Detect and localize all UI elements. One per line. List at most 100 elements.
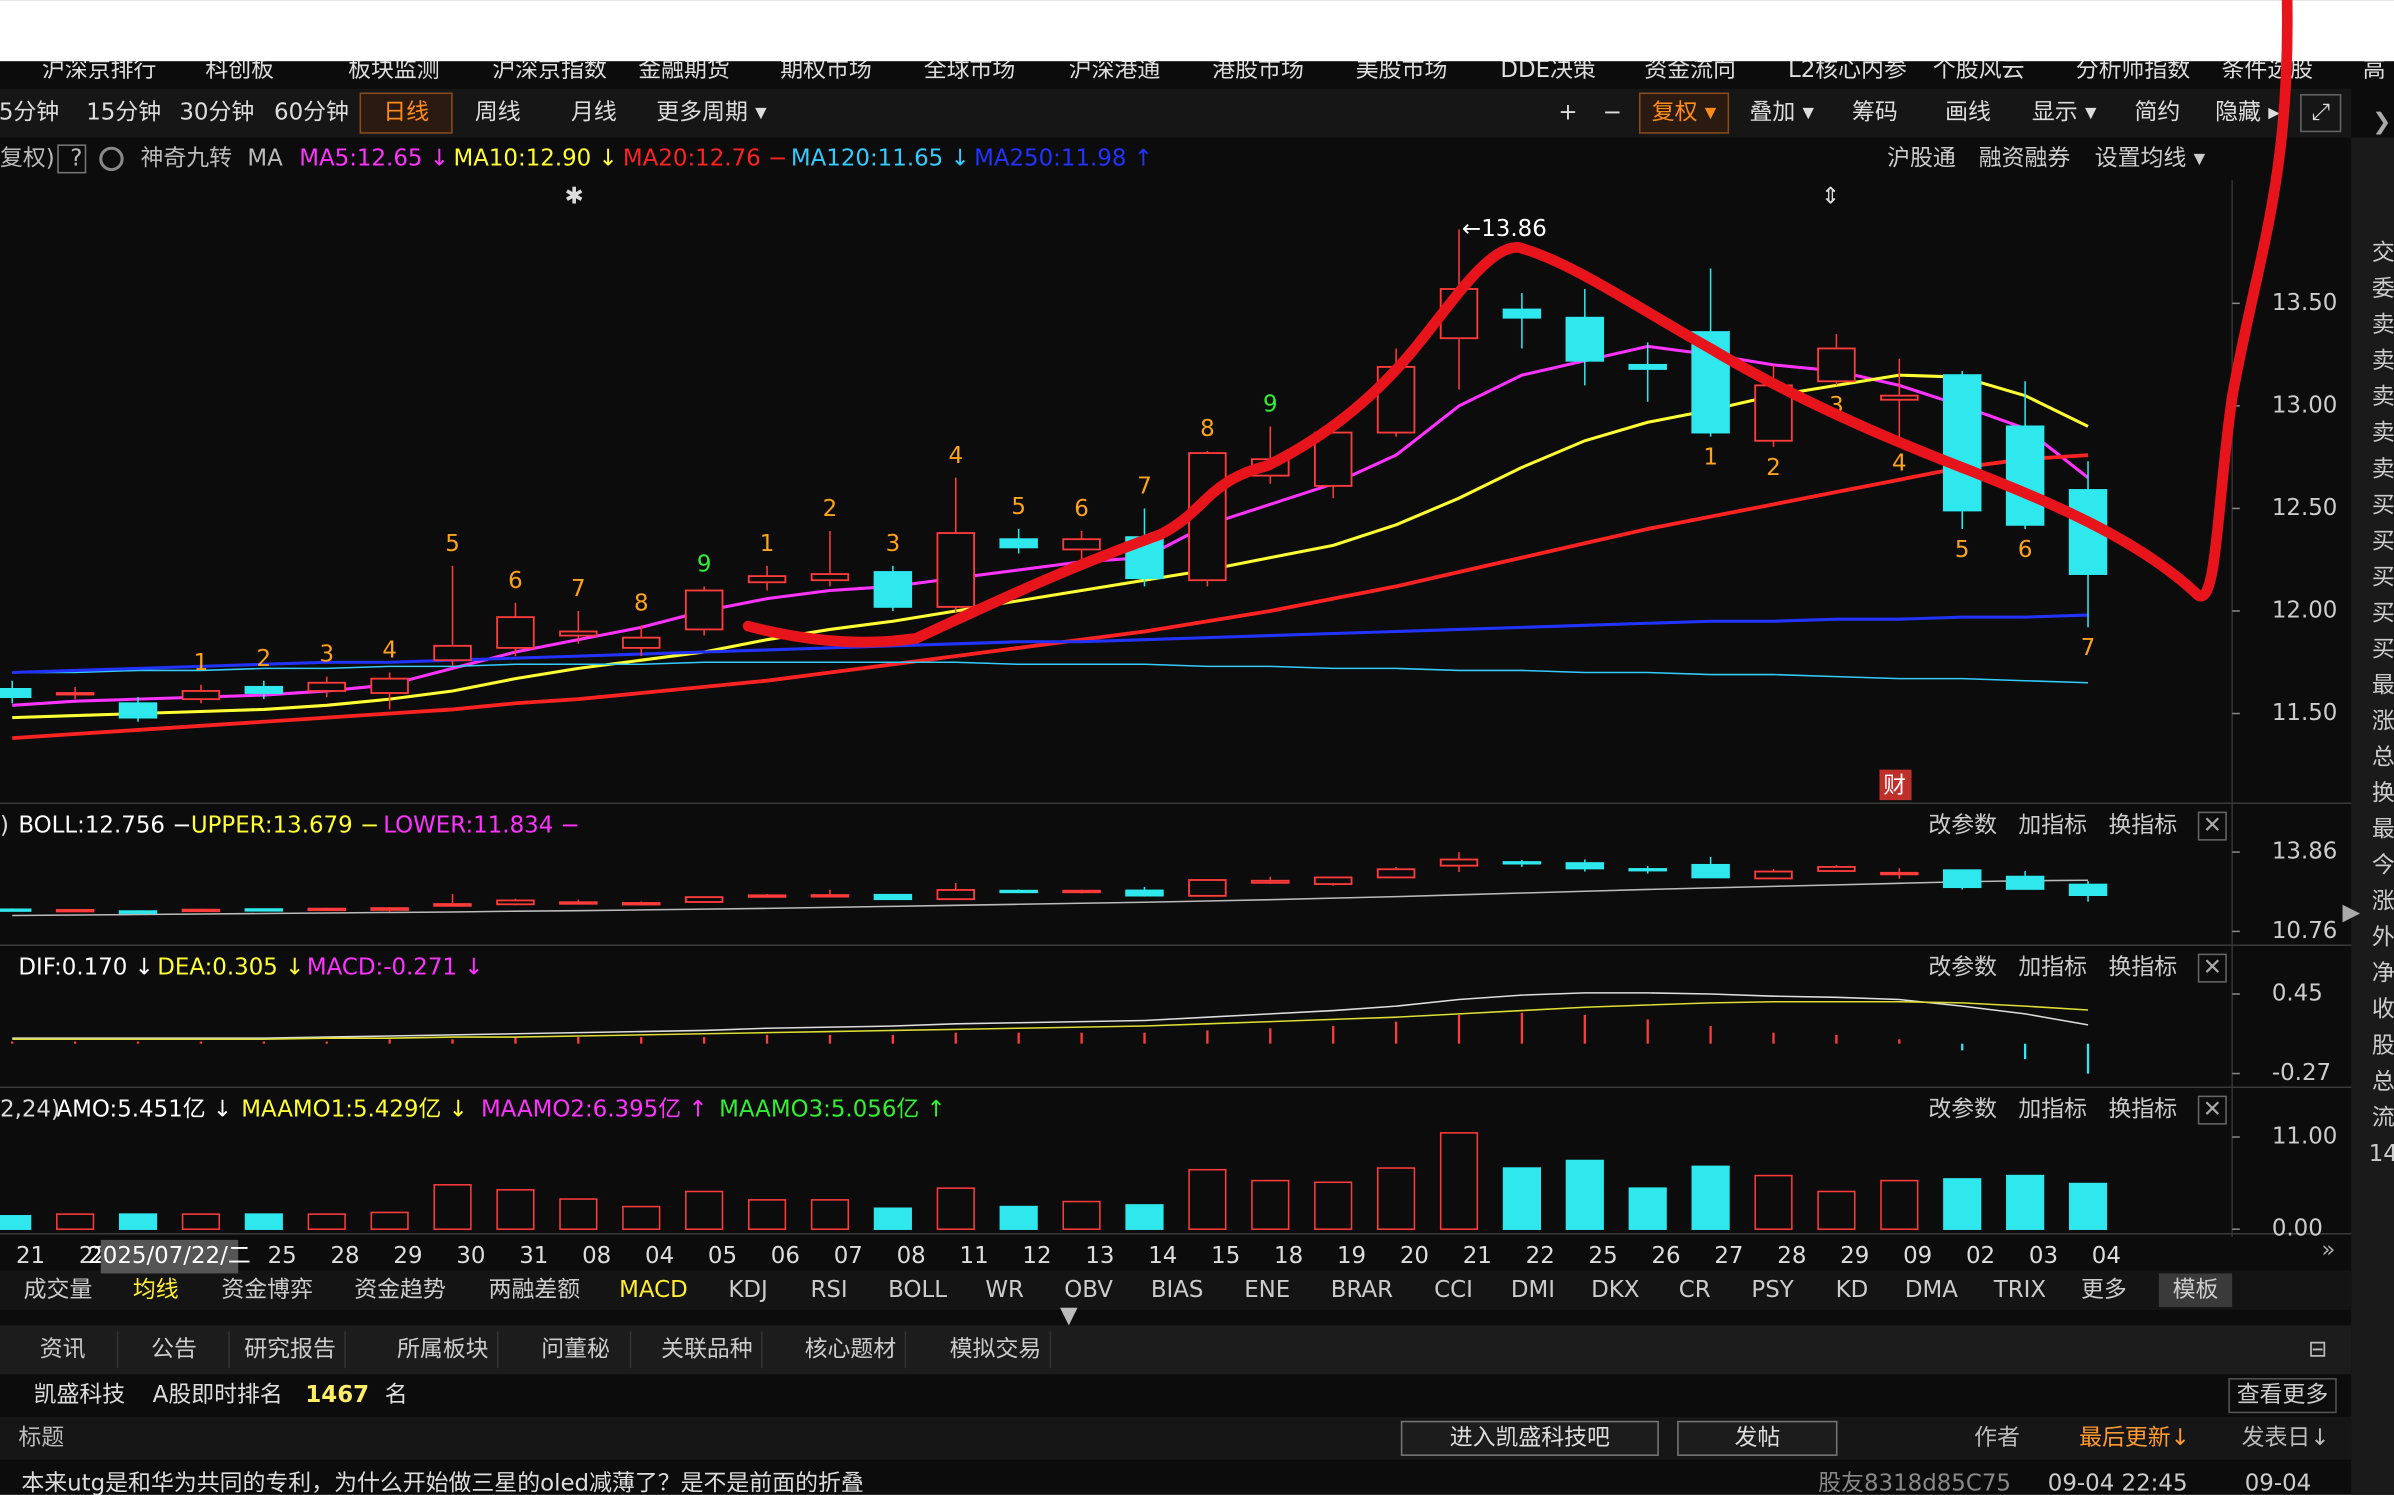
close-button[interactable] [2197,953,2227,983]
header-button[interactable]: 设置均线 ▾ [2095,145,2206,171]
close-button[interactable] [2197,811,2227,841]
column-header[interactable]: 发表日↓ [2242,1425,2330,1451]
tab[interactable]: 画线 [1945,100,1991,126]
y-tick-label: 13.86 [2272,839,2338,865]
volume-bar [370,1211,409,1230]
panel-button[interactable]: 加指标 [2018,1097,2087,1123]
tab[interactable]: 30分钟 [179,100,254,126]
indicator-tab[interactable]: MACD [619,1277,688,1303]
tab[interactable]: 隐藏 ▸ [2215,100,2280,126]
indicator-tab[interactable]: KD [1836,1277,1869,1303]
indicator-tab[interactable]: RSI [810,1277,847,1303]
tab[interactable]: 15分钟 [86,100,161,126]
tab[interactable]: + [1558,100,1577,126]
panel-button[interactable]: 换指标 [2108,813,2177,839]
crosshair-label: 2025/07/22/二 [88,1243,251,1269]
indicator-tab[interactable]: CR [1679,1277,1711,1303]
panel-button[interactable]: 加指标 [2018,813,2087,839]
scroll-icon[interactable]: » [2321,1237,2335,1263]
tab[interactable]: 周线 [475,100,521,126]
indicator-tab[interactable]: 模板 [2173,1277,2219,1303]
header-button[interactable]: 融资融券 [1979,145,2071,171]
tab[interactable]: 5分钟 [0,100,59,126]
indicator-tab[interactable]: WR [985,1277,1024,1303]
side-label: 卖 [2372,312,2394,338]
indicator-tab[interactable]: 两融差额 [489,1277,581,1303]
indicator-tab[interactable]: OBV [1064,1277,1113,1303]
candle-body [244,685,284,694]
tab[interactable]: 日线 [383,100,429,126]
volume-bar [1628,1187,1667,1230]
side-label: 最 [2372,672,2394,698]
expand-icon[interactable] [2300,94,2342,133]
info-tab[interactable]: 问董秘 [541,1336,610,1362]
candle-body [810,894,850,898]
header-button[interactable]: 沪股通 [1887,145,1956,171]
indicator-tab[interactable]: DMA [1905,1277,1958,1303]
indicator-tab[interactable]: BOLL [888,1277,947,1303]
indicator-tab[interactable]: BIAS [1151,1277,1204,1303]
post-label[interactable]: 发帖 [1734,1425,1780,1451]
indicator-tab[interactable]: 均线 [133,1277,179,1303]
info-tab[interactable]: 研究报告 [244,1336,336,1362]
volume-bar [810,1199,850,1230]
indicator-tab[interactable]: DMI [1511,1277,1555,1303]
x-tick-label: 06 [771,1243,800,1269]
indicator-tab[interactable]: CCI [1434,1277,1473,1303]
panel-button[interactable]: 加指标 [2018,955,2087,981]
tab[interactable]: 更多周期 ▾ [656,100,767,126]
x-tick-label: 31 [519,1243,548,1269]
indicator-tab[interactable]: PSY [1751,1277,1794,1303]
enter-button[interactable] [1400,1420,1659,1456]
info-tab[interactable]: 资讯 [40,1336,86,1362]
candle-body [370,907,409,911]
tab[interactable]: 显示 ▾ [2032,100,2097,126]
panel-button[interactable]: 改参数 [1928,955,1997,981]
nine-turn-label: 2 [257,646,272,672]
finance-icon[interactable] [1879,769,1912,801]
indicator-tab[interactable]: TRIX [1993,1277,2046,1303]
volume-bar [118,1213,158,1230]
volume-bar [1943,1178,1982,1230]
indicator-tab[interactable]: 资金博弈 [221,1277,313,1303]
panel-button[interactable]: 改参数 [1928,1097,1997,1123]
tab[interactable]: 筹码 [1852,100,1898,126]
indicator-tab[interactable]: 更多 [2081,1277,2127,1303]
indicator-tab[interactable]: ENE [1244,1277,1290,1303]
volume-bar [685,1190,724,1230]
indicator-tab[interactable]: BRAR [1331,1277,1393,1303]
post-button[interactable] [1677,1420,1838,1456]
more-link[interactable]: 查看更多 [2237,1382,2329,1408]
header-label[interactable]: ? [70,145,82,171]
indicator-tab[interactable]: DKX [1591,1277,1639,1303]
panel-button[interactable]: 换指标 [2108,955,2177,981]
info-tab[interactable]: 公告 [151,1336,197,1362]
tab[interactable]: 60分钟 [274,100,349,126]
info-tab[interactable]: 所属板块 [397,1336,489,1362]
top-band [0,0,2394,62]
stock-name[interactable]: 凯盛科技 [34,1382,126,1408]
tab[interactable]: 叠加 ▾ [1749,100,1814,126]
info-tab[interactable]: 核心题材 [805,1336,897,1362]
info-tab[interactable]: 关联品种 [661,1336,753,1362]
indicator-tab[interactable]: KDJ [728,1277,767,1303]
close-button[interactable] [2197,1095,2227,1125]
tab[interactable]: 简约 [2134,100,2180,126]
more-button[interactable] [2228,1378,2337,1414]
side-label: 总 [2372,745,2394,771]
side-label: 总 [2372,1069,2394,1095]
candle-body [1062,889,1101,894]
info-tab[interactable]: 模拟交易 [950,1336,1042,1362]
menu-item[interactable]: 高 [2363,57,2386,83]
panel-button[interactable]: 改参数 [1928,813,1997,839]
post-title[interactable]: 本来utg是和华为共同的专利，为什么开始做三星的oled减薄了？是不是前面的折叠 [21,1471,863,1495]
indicator-tab[interactable]: 成交量 [24,1277,93,1303]
panel-button[interactable]: 换指标 [2108,1097,2177,1123]
tab[interactable]: 复权 ▾ [1652,100,1717,126]
tab[interactable]: − [1603,100,1622,126]
tab[interactable]: 月线 [571,100,617,126]
enter-label[interactable]: 进入凯盛科技吧 [1450,1425,1610,1451]
nine-turn-label: 6 [508,568,523,594]
indicator-tab[interactable]: 资金趋势 [354,1277,446,1303]
column-header[interactable]: 最后更新↓ [2079,1425,2190,1451]
